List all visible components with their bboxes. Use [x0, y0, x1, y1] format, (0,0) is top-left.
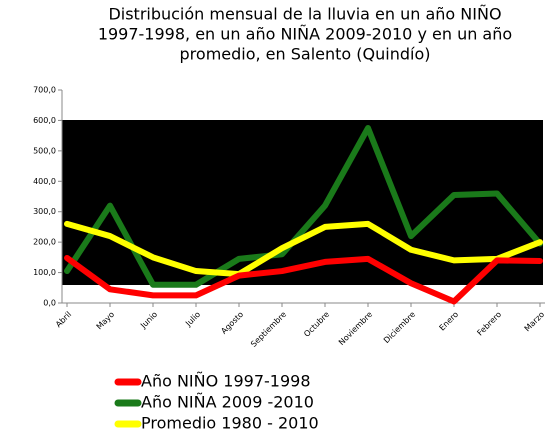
x-tick-label: Agosto [219, 310, 245, 336]
x-tick-label: Diciembre [382, 310, 417, 345]
legend-label: Año NIÑA 2009 -2010 [141, 393, 314, 412]
y-tick-label: 700,0 [33, 86, 56, 95]
chart-title: promedio, en Salento (Quindío) [180, 45, 431, 64]
x-tick-label: Marzo [523, 310, 547, 334]
chart-title: 1997-1998, en un año NIÑA 2009-2010 y en… [98, 25, 512, 44]
x-tick-label: Julio [183, 310, 202, 329]
y-tick-label: 600,0 [33, 116, 56, 125]
y-tick-label: 500,0 [33, 146, 56, 155]
x-tick-label: Noviembre [337, 310, 374, 347]
y-tick-label: 200,0 [33, 238, 56, 247]
chart-title: Distribución mensual de la lluvia en un … [108, 5, 501, 24]
x-tick-label: Febrero [475, 310, 503, 338]
x-tick-label: Enero [438, 310, 461, 333]
x-tick-label: Octubre [302, 310, 331, 339]
legend-label: Promedio 1980 - 2010 [141, 414, 319, 433]
x-tick-label: Mayo [95, 310, 117, 332]
series-line [64, 220, 543, 278]
y-tick-label: 100,0 [33, 268, 56, 277]
legend-label: Año NIÑO 1997-1998 [141, 372, 311, 391]
x-tick-label: Junio [138, 310, 159, 331]
y-tick-label: 400,0 [33, 177, 56, 186]
series-line [64, 254, 543, 305]
y-tick-label: 0,0 [43, 299, 56, 308]
x-tick-label: Septiembre [249, 310, 288, 349]
x-tick-label: Abril [54, 310, 73, 329]
series-line [64, 125, 543, 288]
y-tick-label: 300,0 [33, 207, 56, 216]
